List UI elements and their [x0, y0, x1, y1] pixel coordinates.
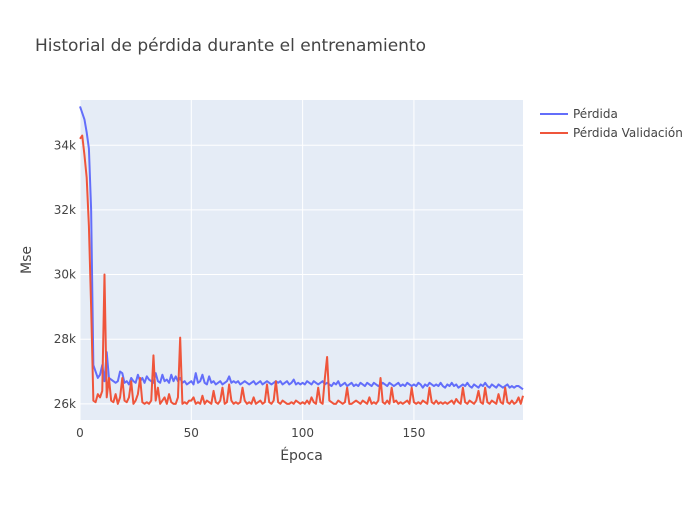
grid	[79, 100, 523, 420]
y-tick-label: 26k	[54, 397, 76, 411]
y-tick-label: 30k	[54, 268, 76, 282]
y-axis-title: Mse	[19, 246, 35, 274]
x-tick-label: 150	[402, 426, 425, 440]
series-line-perdida-validacion[interactable]	[79, 134, 524, 405]
series-layer	[79, 106, 524, 405]
plot-area	[80, 100, 523, 420]
chart-title: Historial de pérdida durante el entrenam…	[35, 36, 426, 56]
y-tick-label: 32k	[54, 203, 76, 217]
legend-label-perdida-validacion: Pérdida Validación	[573, 126, 683, 140]
y-tick-label: 28k	[54, 332, 76, 346]
legend-item-perdida-validacion[interactable]: Pérdida Validación	[540, 126, 683, 140]
x-tick-label: 50	[184, 426, 199, 440]
legend-label-perdida: Pérdida	[573, 107, 618, 121]
x-tick-label: 0	[76, 426, 84, 440]
x-axis-title: Época	[280, 447, 323, 464]
legend-item-perdida[interactable]: Pérdida	[540, 107, 618, 121]
tick-labels: 0 50 100 150 26k 28k 30k 32k 34k	[54, 138, 426, 440]
y-tick-label: 34k	[54, 138, 76, 152]
legend: Pérdida Pérdida Validación	[540, 107, 683, 140]
x-tick-label: 100	[291, 426, 314, 440]
